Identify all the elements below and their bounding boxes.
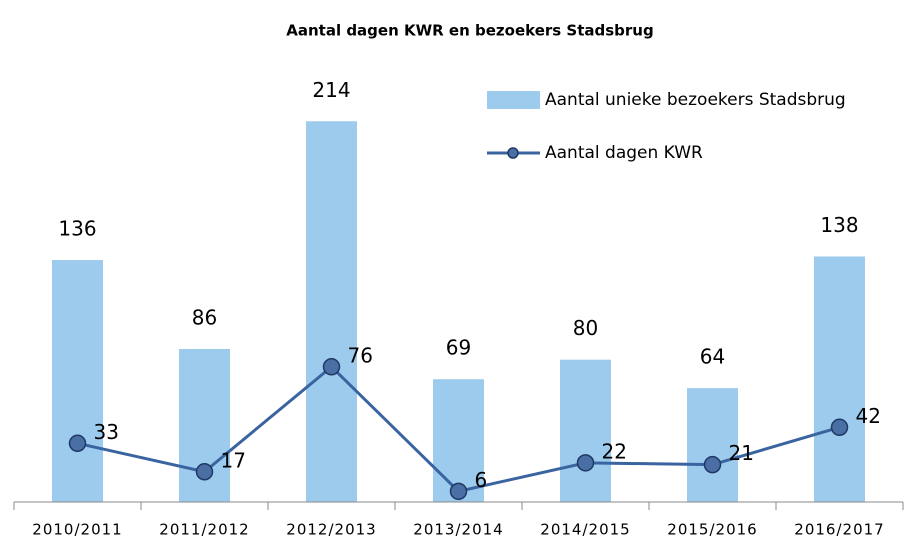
line-label: 6	[475, 468, 488, 492]
legend-marker	[507, 147, 519, 159]
line-label: 22	[602, 439, 627, 463]
line-marker	[68, 434, 87, 453]
bar	[306, 121, 357, 502]
line-marker	[195, 463, 214, 481]
x-tick-label: 2011/2012	[159, 521, 249, 539]
bar-label: 138	[820, 213, 858, 237]
line-label: 33	[94, 420, 119, 444]
bar-label: 69	[446, 336, 471, 360]
line-marker	[830, 418, 849, 437]
line-label: 17	[221, 448, 246, 472]
legend-swatch	[487, 91, 540, 109]
bar-label: 136	[58, 217, 96, 241]
legend-label: Aantal unieke bezoekers Stadsbrug	[545, 90, 846, 110]
bar	[560, 359, 611, 502]
line-marker	[322, 358, 341, 376]
bar-label: 214	[312, 78, 350, 102]
line-marker	[576, 454, 595, 472]
bar	[52, 260, 103, 502]
legend-label: Aantal dagen KWR	[545, 143, 703, 163]
bar-label: 64	[700, 345, 725, 369]
x-tick-label: 2013/2014	[413, 521, 503, 539]
x-tick-label: 2012/2013	[286, 521, 376, 539]
x-tick-label: 2015/2016	[667, 521, 757, 539]
line-label: 21	[729, 441, 754, 465]
line-marker	[703, 455, 722, 474]
bar-label: 86	[192, 305, 217, 329]
x-tick-label: 2010/2011	[32, 521, 122, 539]
line-label: 76	[348, 343, 373, 367]
bar	[687, 388, 738, 502]
chart-title: Aantal dagen KWR en bezoekers Stadsbrug	[286, 22, 653, 40]
line-marker	[449, 482, 468, 501]
x-tick-label: 2016/2017	[794, 521, 884, 539]
x-tick-label: 2014/2015	[540, 521, 630, 539]
bar	[814, 256, 865, 502]
line-label: 42	[856, 404, 881, 428]
bar	[433, 379, 484, 502]
bar-label: 80	[573, 316, 598, 340]
